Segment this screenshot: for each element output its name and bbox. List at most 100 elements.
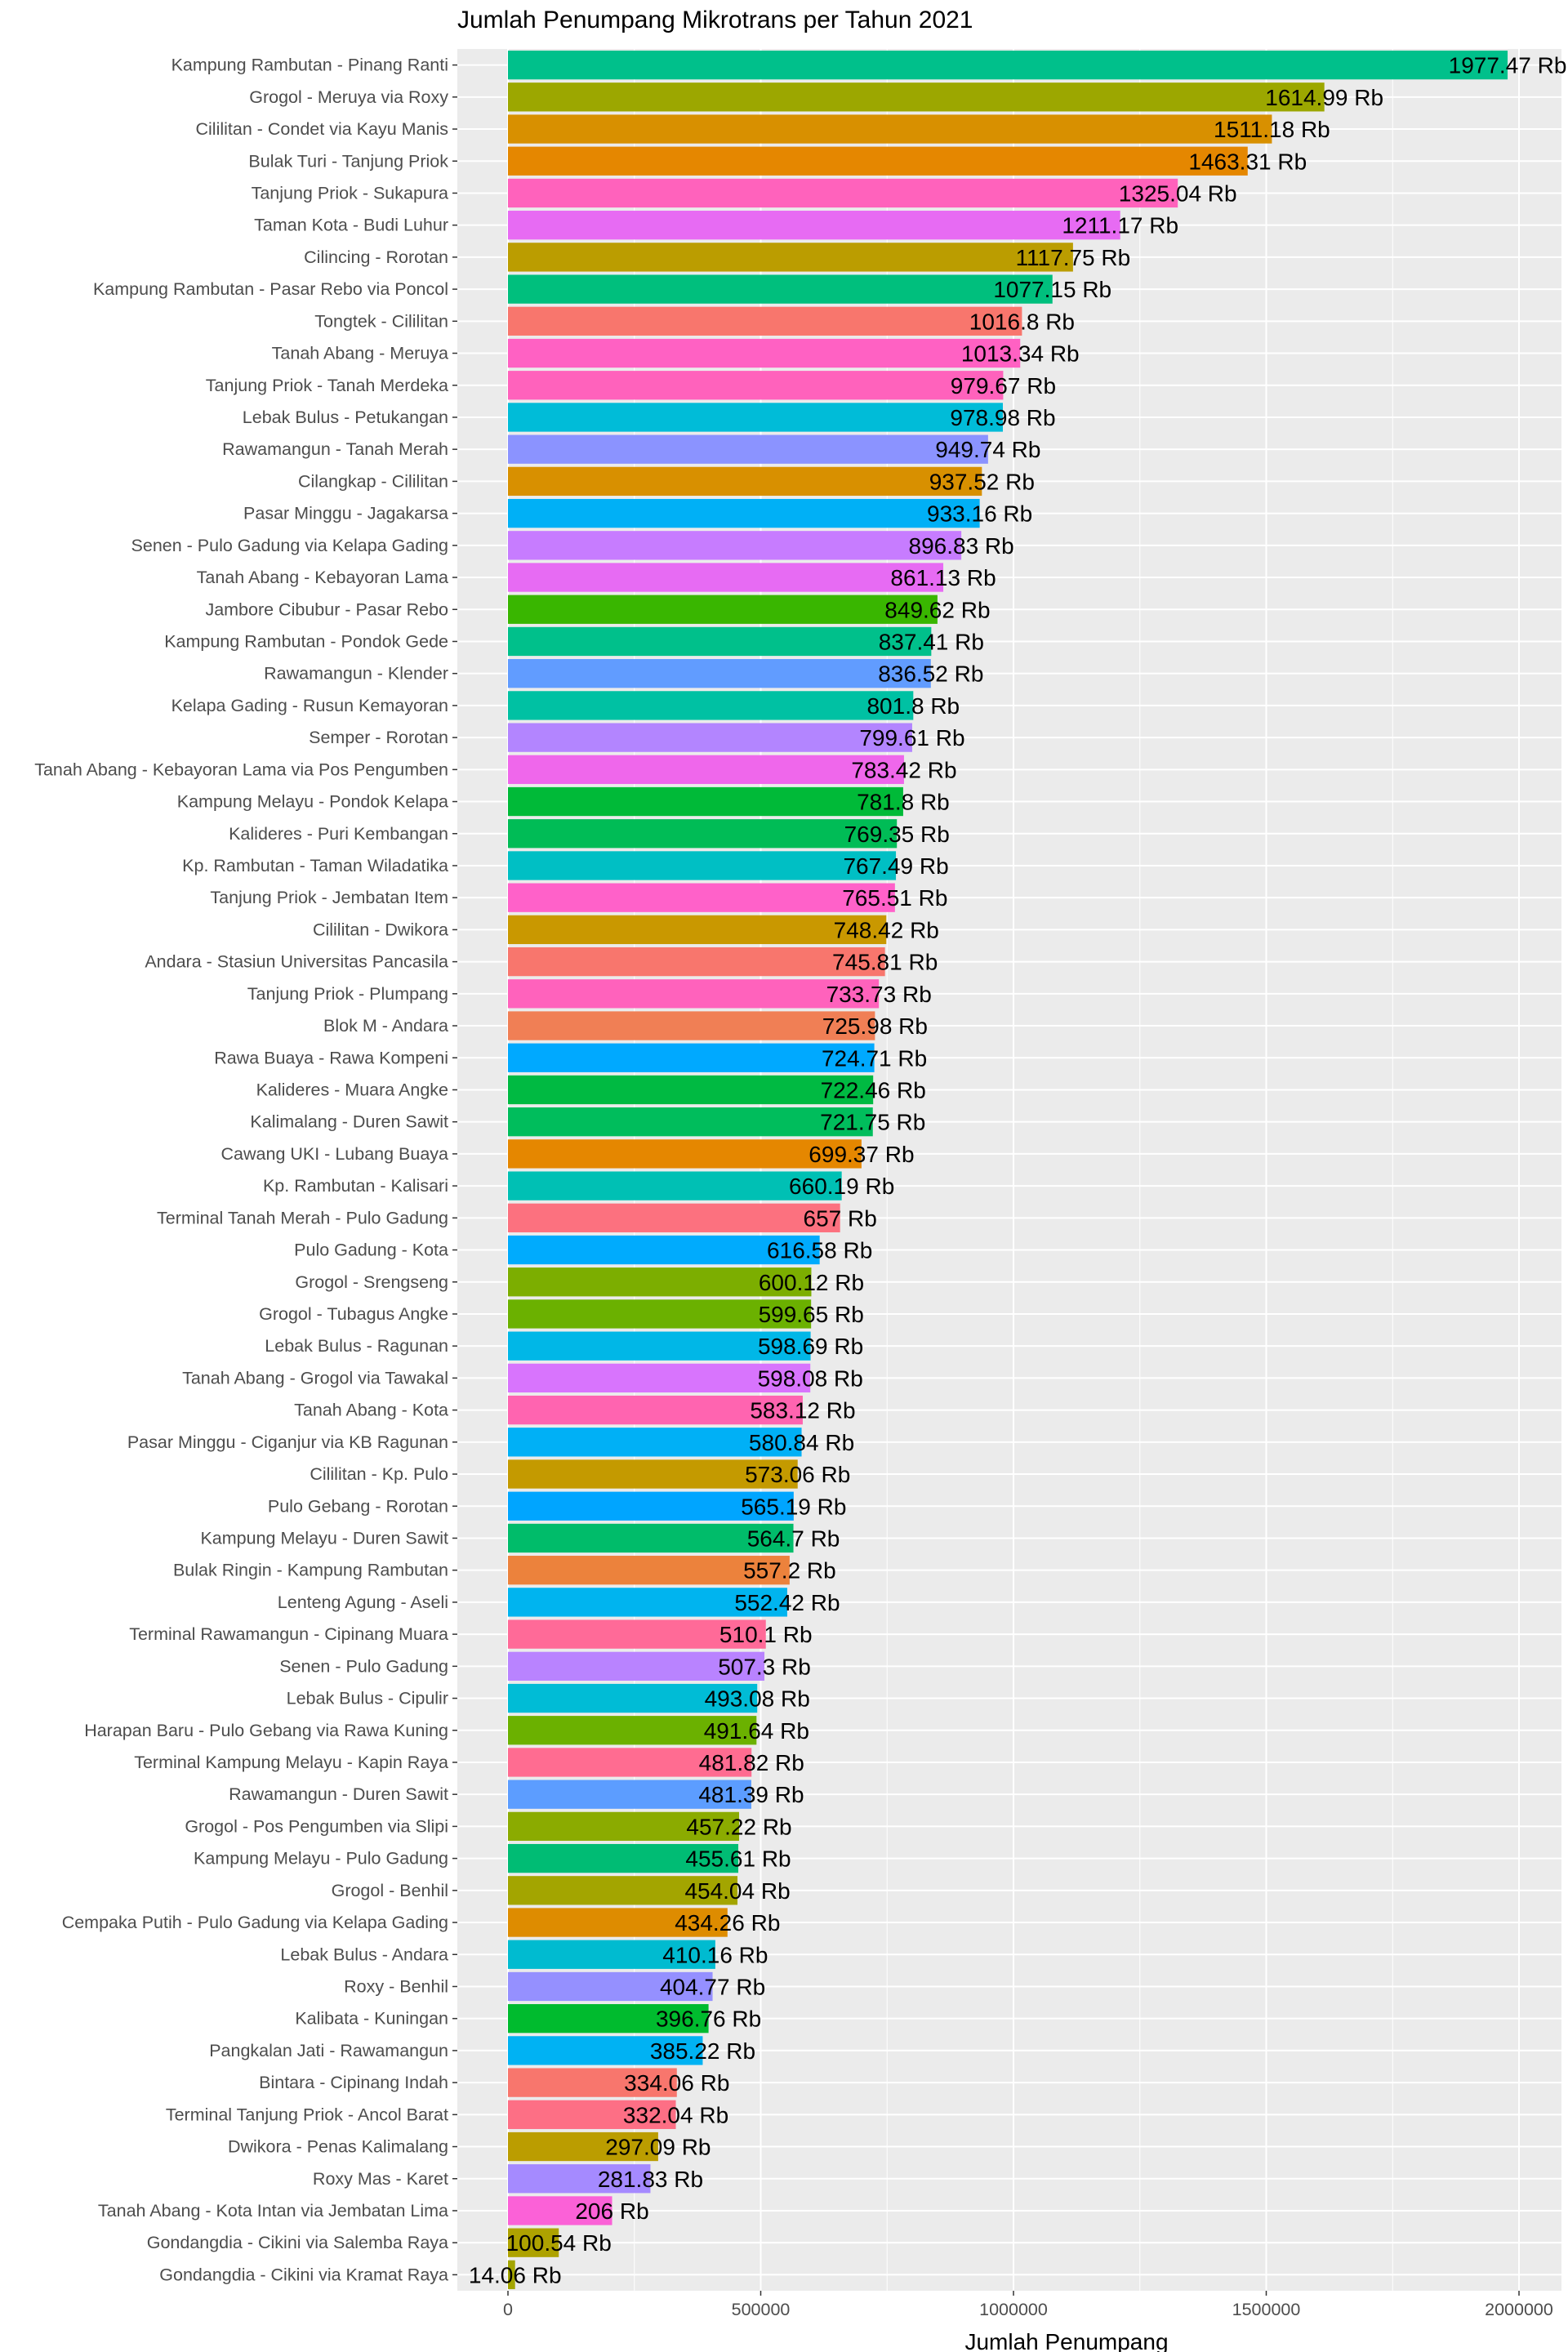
y-tick-label: Jambore Cibubur - Pasar Rebo — [205, 599, 448, 619]
bar — [508, 403, 1003, 432]
bar — [508, 2036, 703, 2065]
y-tick-label: Kampung Melayu - Pulo Gadung — [194, 1849, 448, 1869]
bar-value-label: 896.83 Rb — [909, 533, 1014, 559]
bar — [508, 851, 897, 880]
bar — [508, 1588, 787, 1617]
y-tick-label: Lebak Bulus - Petukangan — [243, 408, 448, 427]
bar — [508, 2164, 651, 2194]
y-tick-label: Tanjung Priok - Sukapura — [252, 183, 448, 203]
bar — [508, 659, 931, 688]
bar-value-label: 206 Rb — [575, 2198, 648, 2224]
bar — [508, 1331, 811, 1361]
bar — [508, 1876, 738, 1905]
y-tick-label: Grogol - Benhil — [332, 1881, 448, 1900]
y-tick-label: Lebak Bulus - Andara — [280, 1944, 448, 1964]
x-axis-title: Jumlah Penumpang — [964, 2329, 1168, 2352]
bar-value-label: 580.84 Rb — [749, 1430, 854, 1455]
bar — [508, 306, 1022, 336]
bar — [508, 1940, 715, 1969]
y-tick-label: Cililitan - Kp. Pulo — [310, 1464, 448, 1484]
bar — [508, 2196, 612, 2225]
y-tick-label: Terminal Tanah Merah - Pulo Gadung — [157, 1208, 448, 1227]
bar-value-label: 510.1 Rb — [719, 1622, 813, 1647]
y-tick-label: Rawamangun - Tanah Merah — [222, 439, 448, 459]
bar-value-label: 767.49 Rb — [843, 853, 948, 879]
y-tick-label: Tongtek - Cililitan — [314, 311, 448, 331]
bar — [508, 1267, 812, 1297]
y-tick-label: Kampung Rambutan - Pasar Rebo via Poncol — [93, 279, 448, 299]
bars-group: 1977.47 Rb 1614.99 Rb 1511.18 Rb 1463.31 Rb… — [469, 50, 1567, 2290]
y-tick-label: Cilincing - Rorotan — [304, 247, 448, 267]
bar — [508, 1619, 766, 1649]
y-tick-label: Tanah Abang - Meruya — [272, 344, 448, 363]
bar — [508, 723, 912, 752]
y-tick-label: Pasar Minggu - Ciganjur via KB Ragunan — [127, 1432, 448, 1452]
y-tick-label: Rawa Buaya - Rawa Kompeni — [214, 1048, 448, 1067]
bar — [508, 434, 988, 464]
bar — [508, 1780, 751, 1809]
y-tick-label: Harapan Baru - Pulo Gebang via Rawa Kuni… — [84, 1721, 448, 1740]
y-tick-label: Cililitan - Dwikora — [313, 920, 448, 939]
bar — [508, 1363, 811, 1393]
y-tick-label: Gondangdia - Cikini via Salemba Raya — [147, 2233, 448, 2252]
bar — [508, 1395, 803, 1425]
bar-value-label: 396.76 Rb — [656, 2007, 761, 2032]
bar-value-label: 657 Rb — [804, 1205, 877, 1231]
bar — [508, 1428, 802, 1457]
bar — [508, 1971, 713, 2002]
bar-value-label: 745.81 Rb — [832, 950, 938, 975]
bar — [508, 1139, 862, 1169]
bar — [508, 338, 1021, 368]
y-tick-label: Lebak Bulus - Cipulir — [287, 1689, 448, 1708]
bar — [508, 915, 887, 945]
bar-value-label: 978.98 Rb — [950, 405, 1055, 430]
bar — [508, 1235, 820, 1265]
y-tick-label: Lenteng Agung - Aseli — [278, 1592, 448, 1612]
y-tick-label: Bulak Ringin - Kampung Rambutan — [173, 1561, 448, 1580]
bar — [508, 243, 1073, 272]
y-tick-label: Tanjung Priok - Jembatan Item — [210, 888, 448, 907]
y-tick-label: Pulo Gadung - Kota — [294, 1241, 448, 1260]
bar-value-label: 564.7 Rb — [747, 1526, 840, 1551]
bar — [508, 2068, 677, 2097]
y-tick-label: Tanah Abang - Kota — [294, 1401, 448, 1420]
bar-value-label: 616.58 Rb — [767, 1238, 872, 1263]
bar-value-label: 573.06 Rb — [745, 1462, 850, 1487]
y-tick-label: Cililitan - Condet via Kayu Manis — [196, 119, 449, 139]
bar — [508, 498, 980, 528]
y-tick-label: Bintara - Cipinang Indah — [259, 2073, 448, 2092]
y-tick-label: Kalideres - Puri Kembangan — [229, 824, 448, 844]
bar-value-label: 1977.47 Rb — [1449, 53, 1567, 78]
bar-value-label: 1325.04 Rb — [1119, 180, 1237, 206]
bar-value-label: 1511.18 Rb — [1214, 117, 1330, 142]
bar — [508, 947, 885, 977]
bar-value-label: 334.06 Rb — [624, 2070, 729, 2096]
bar-value-label: 837.41 Rb — [879, 629, 984, 654]
bar — [508, 819, 898, 849]
bar — [508, 626, 932, 657]
bar — [508, 1011, 875, 1040]
x-tick-label: 1000000 — [979, 2300, 1048, 2319]
y-tick-label: Kalibata - Kuningan — [295, 2009, 448, 2029]
bar — [508, 2260, 515, 2290]
bar-value-label: 481.82 Rb — [699, 1750, 804, 1775]
bar-value-label: 598.08 Rb — [758, 1365, 863, 1391]
bar-value-label: 297.09 Rb — [605, 2135, 710, 2160]
y-tick-label: Rawamangun - Klender — [264, 664, 448, 684]
bar — [508, 146, 1248, 176]
y-tick-label: Cempaka Putih - Pulo Gadung via Kelapa G… — [62, 1913, 448, 1932]
chart-title: Jumlah Penumpang Mikrotrans per Tahun 20… — [457, 7, 973, 33]
y-tick-label: Kampung Melayu - Duren Sawit — [200, 1528, 448, 1548]
x-tick-label: 1500000 — [1232, 2300, 1301, 2319]
bar — [508, 1043, 875, 1072]
y-tick-label: Blok M - Andara — [323, 1016, 448, 1036]
y-tick-label: Lebak Bulus - Ragunan — [265, 1336, 448, 1356]
y-tick-label: Tanah Abang - Grogol via Tawakal — [182, 1368, 448, 1388]
y-tick-label: Dwikora - Penas Kalimalang — [228, 2137, 448, 2157]
bar — [508, 691, 914, 720]
y-tick-label: Tanah Abang - Kebayoran Lama via Pos Pen… — [34, 760, 448, 779]
y-tick-label: Roxy - Benhil — [344, 1976, 448, 1996]
y-tick-label: Tanjung Priok - Tanah Merdeka — [206, 376, 448, 395]
bar-value-label: 769.35 Rb — [844, 822, 950, 847]
bar-value-label: 600.12 Rb — [759, 1270, 864, 1295]
